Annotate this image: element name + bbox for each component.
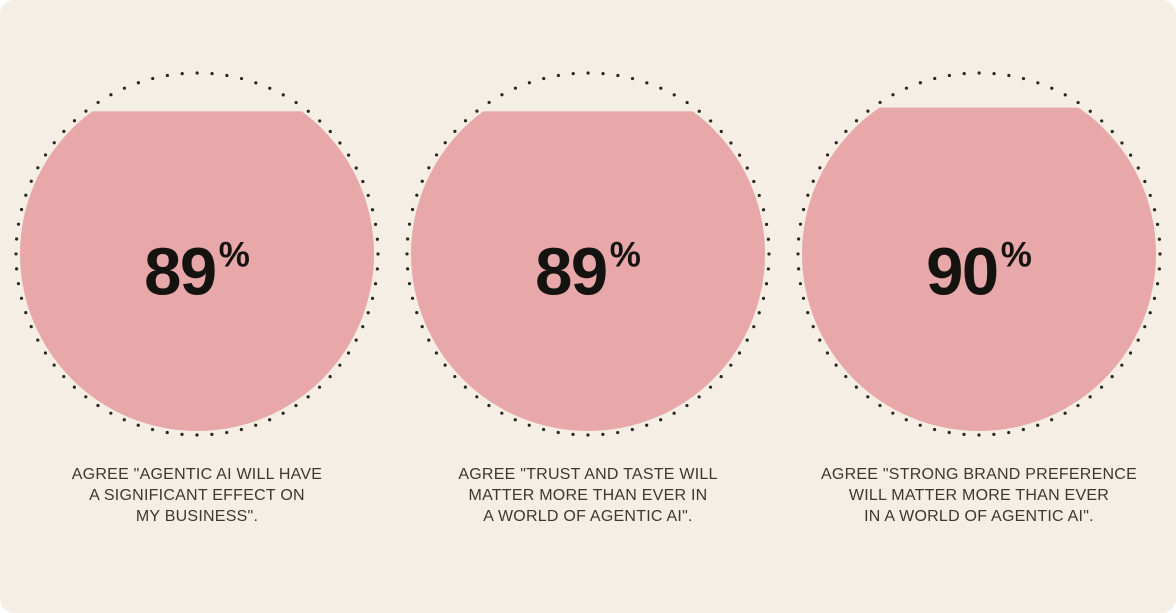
stat-number: 89 (535, 234, 608, 310)
stat-value: 90% (926, 234, 1032, 310)
stat-brand-preference: 90% AGREE "STRONG BRAND PREFERENCE WILL … (796, 0, 1162, 527)
caption-line: MY BUSINESS". (135, 508, 259, 525)
dotted-ring (14, 71, 380, 437)
percent-sign: % (1000, 235, 1032, 275)
stats-row: 89% AGREE "AGENTIC AI WILL HAVE A SIGNIF… (14, 0, 1162, 527)
stat-caption: AGREE "TRUST AND TASTE WILL MATTER MORE … (458, 464, 717, 527)
stat-caption: AGREE "AGENTIC AI WILL HAVE A SIGNIFICAN… (72, 464, 322, 527)
caption-line: MATTER MORE THAN EVER IN (468, 487, 708, 504)
stat-value: 89% (144, 234, 250, 310)
gauge-svg (405, 71, 771, 437)
caption-line: IN A WORLD OF AGENTIC AI". (864, 508, 1094, 525)
stat-value: 89% (535, 234, 641, 310)
caption-line: AGREE "TRUST AND TASTE WILL (458, 466, 718, 483)
stat-number: 89 (144, 234, 217, 310)
gauge-circle-3: 90% (796, 71, 1162, 437)
fill-area (411, 111, 765, 431)
fill-area (20, 111, 374, 431)
gauge-circle-2: 89% (405, 71, 771, 437)
caption-line: WILL MATTER MORE THAN EVER (848, 487, 1110, 504)
gauge-svg (14, 71, 380, 437)
dotted-ring (405, 71, 771, 437)
fill-area (802, 107, 1156, 431)
percent-sign: % (218, 235, 250, 275)
stat-number: 90 (926, 234, 999, 310)
dotted-ring (796, 71, 1162, 437)
caption-line: A SIGNIFICANT EFFECT ON (89, 487, 305, 504)
stat-caption: AGREE "STRONG BRAND PREFERENCE WILL MATT… (821, 464, 1137, 527)
caption-line: AGREE "STRONG BRAND PREFERENCE (820, 466, 1138, 483)
stat-agentic-ai-effect: 89% AGREE "AGENTIC AI WILL HAVE A SIGNIF… (14, 0, 380, 527)
caption-line: A WORLD OF AGENTIC AI". (483, 508, 693, 525)
stat-trust-and-taste: 89% AGREE "TRUST AND TASTE WILL MATTER M… (405, 0, 771, 527)
gauge-svg (796, 71, 1162, 437)
caption-line: AGREE "AGENTIC AI WILL HAVE (71, 466, 323, 483)
percent-sign: % (609, 235, 641, 275)
gauge-circle-1: 89% (14, 71, 380, 437)
